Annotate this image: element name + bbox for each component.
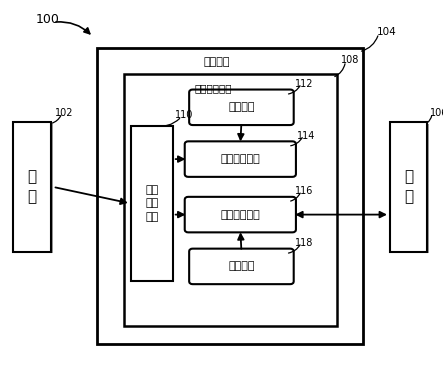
- Text: 语音识别模块: 语音识别模块: [221, 154, 260, 164]
- Text: 语音识别模型: 语音识别模型: [194, 83, 232, 93]
- Text: 语音识别模块: 语音识别模块: [221, 209, 260, 220]
- Text: 预测模块: 预测模块: [228, 261, 255, 272]
- Text: 114: 114: [297, 131, 315, 141]
- Text: 116: 116: [295, 186, 313, 196]
- Text: 102: 102: [55, 108, 74, 118]
- Text: 108: 108: [341, 55, 359, 65]
- Text: 118: 118: [295, 238, 313, 248]
- FancyBboxPatch shape: [189, 249, 294, 284]
- Bar: [390, 122, 427, 252]
- Bar: [124, 74, 337, 326]
- FancyBboxPatch shape: [185, 197, 296, 232]
- Bar: [97, 48, 363, 344]
- Bar: [15, 124, 53, 253]
- Bar: [392, 124, 429, 253]
- Text: 100: 100: [35, 13, 59, 26]
- Bar: [132, 127, 175, 283]
- Text: 预测模块: 预测模块: [228, 102, 255, 112]
- Bar: [13, 122, 51, 252]
- Text: 104: 104: [377, 27, 396, 37]
- Text: 110: 110: [175, 110, 193, 120]
- Text: 文
本: 文 本: [404, 169, 413, 204]
- Text: 106: 106: [430, 108, 443, 118]
- FancyBboxPatch shape: [185, 141, 296, 177]
- Text: 112: 112: [295, 79, 313, 89]
- FancyBboxPatch shape: [189, 90, 294, 125]
- Text: 计算设备: 计算设备: [204, 57, 230, 67]
- Bar: [131, 126, 173, 281]
- Text: 混合
编码
模块: 混合 编码 模块: [145, 185, 158, 222]
- Text: 语
音: 语 音: [27, 169, 37, 204]
